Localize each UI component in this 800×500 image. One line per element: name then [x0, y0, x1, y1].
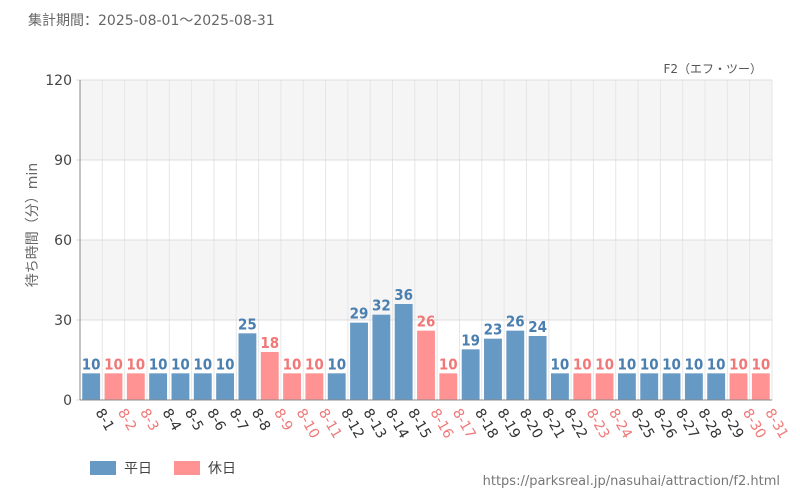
x-tick-label: 8-5 — [181, 406, 206, 434]
bar[interactable] — [283, 373, 301, 400]
bar[interactable] — [729, 373, 748, 400]
bar[interactable] — [394, 304, 413, 400]
weekday-swatch — [90, 461, 116, 475]
value-label: 10 — [684, 355, 703, 373]
bar[interactable] — [238, 333, 257, 400]
bar[interactable] — [551, 373, 569, 400]
bar[interactable] — [595, 373, 614, 400]
value-label: 32 — [372, 297, 391, 315]
value-label: 10 — [126, 355, 145, 373]
bar[interactable] — [573, 373, 592, 400]
x-tick-labels: 8-18-28-38-48-58-68-78-88-98-108-118-128… — [92, 406, 791, 442]
y-tick-label: 0 — [63, 393, 72, 409]
bar[interactable] — [82, 373, 101, 400]
value-label: 10 — [439, 355, 458, 373]
x-tick-label: 8-31 — [761, 406, 791, 442]
attraction-name: F2（エフ・ツー） — [663, 62, 762, 76]
legend-holiday-label: 休日 — [208, 461, 236, 477]
value-label: 10 — [149, 355, 168, 373]
bar[interactable] — [640, 373, 659, 400]
bar[interactable] — [260, 352, 279, 400]
legend-item-holiday[interactable]: 休日 — [174, 458, 236, 478]
value-label: 10 — [551, 355, 570, 373]
x-tick-label: 8-7 — [226, 406, 251, 434]
value-label: 10 — [82, 355, 101, 373]
value-label: 10 — [104, 355, 123, 373]
value-label: 10 — [640, 355, 659, 373]
value-label: 18 — [260, 334, 279, 352]
x-tick-label: 8-2 — [114, 406, 139, 434]
value-label: 10 — [707, 355, 726, 373]
x-tick-label: 8-6 — [203, 406, 228, 434]
bar[interactable] — [149, 373, 168, 400]
y-tick-label: 90 — [54, 153, 72, 169]
value-label: 19 — [461, 331, 480, 349]
bar[interactable] — [662, 373, 681, 400]
bar[interactable] — [751, 373, 770, 400]
legend-item-weekday[interactable]: 平日 — [90, 458, 152, 478]
x-tick-label: 8-8 — [248, 406, 273, 434]
x-tick-label: 8-1 — [92, 406, 117, 434]
bar[interactable] — [327, 373, 346, 400]
bar[interactable] — [439, 373, 458, 400]
bar[interactable] — [350, 322, 368, 400]
bar[interactable] — [528, 336, 547, 400]
bar[interactable] — [506, 330, 525, 400]
bar[interactable] — [193, 373, 212, 400]
value-label: 10 — [595, 355, 614, 373]
plot-band — [80, 240, 772, 320]
x-tick-label: 8-3 — [136, 406, 161, 434]
bar[interactable] — [126, 373, 145, 400]
bar[interactable] — [171, 373, 190, 400]
bar[interactable] — [484, 338, 502, 400]
bar[interactable] — [104, 373, 123, 400]
value-label: 24 — [528, 318, 547, 336]
bar[interactable] — [417, 330, 435, 400]
y-tick-label: 30 — [54, 313, 72, 329]
x-tick-label: 8-4 — [159, 406, 184, 434]
value-label: 10 — [573, 355, 592, 373]
bar[interactable] — [461, 349, 480, 400]
legend: 平日 休日 — [90, 458, 236, 478]
value-label: 29 — [350, 305, 369, 323]
plot-band — [80, 80, 772, 160]
value-label: 10 — [751, 355, 770, 373]
collection-period: 集計期間：2025-08-01～2025-08-31 — [28, 13, 275, 29]
plot-band — [80, 160, 772, 240]
value-label: 10 — [729, 355, 748, 373]
grid-lines — [76, 79, 773, 401]
x-tick-label: 8-9 — [270, 406, 295, 434]
axes — [79, 80, 772, 401]
value-label: 10 — [171, 355, 190, 373]
value-label: 10 — [283, 355, 302, 373]
value-label: 10 — [618, 355, 637, 373]
bar[interactable] — [617, 373, 636, 400]
value-label: 10 — [662, 355, 681, 373]
y-tick-label: 120 — [45, 73, 72, 89]
holiday-swatch — [174, 461, 200, 475]
bar[interactable] — [372, 314, 391, 400]
bar[interactable] — [216, 373, 235, 400]
value-label: 36 — [394, 286, 413, 304]
value-label: 10 — [305, 355, 324, 373]
value-label: 10 — [216, 355, 235, 373]
bar[interactable] — [684, 373, 703, 400]
value-label: 26 — [506, 313, 525, 331]
value-label: 10 — [193, 355, 212, 373]
value-label: 26 — [417, 313, 436, 331]
legend-weekday-label: 平日 — [124, 461, 152, 477]
bars — [82, 304, 770, 400]
bar[interactable] — [707, 373, 726, 400]
bar[interactable] — [305, 373, 324, 400]
value-label: 10 — [327, 355, 346, 373]
value-label: 25 — [238, 315, 257, 333]
y-tick-label: 60 — [54, 233, 72, 249]
source-url[interactable]: https://parksreal.jp/nasuhai/attraction/… — [482, 474, 780, 489]
value-label: 23 — [484, 321, 503, 339]
y-tick-labels: 0 30 60 90 120 — [45, 73, 72, 409]
